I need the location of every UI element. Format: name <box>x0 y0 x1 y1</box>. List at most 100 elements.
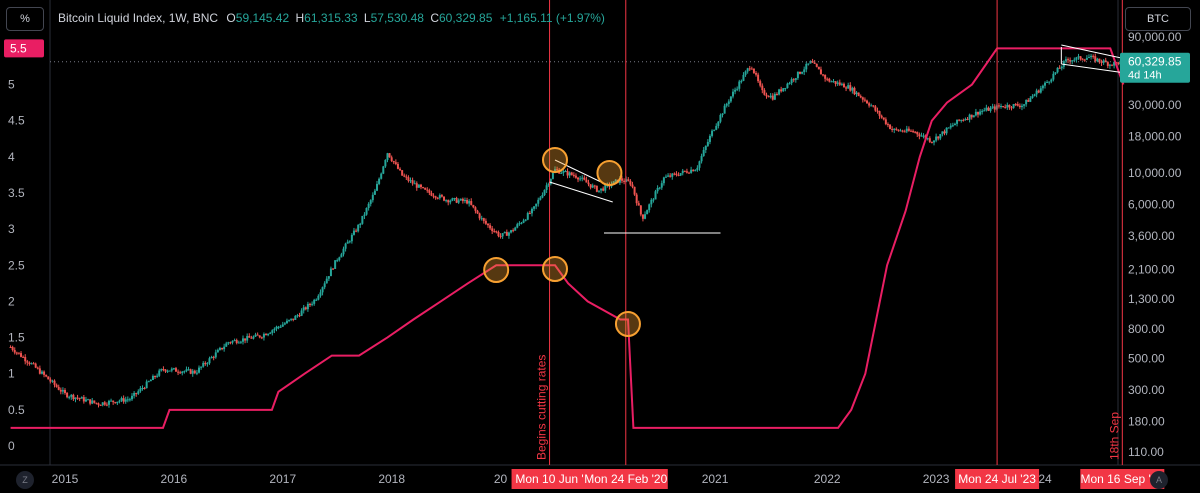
candle-body <box>174 368 177 372</box>
candle-body <box>503 231 506 234</box>
right-axis-symbol-button[interactable]: BTC <box>1125 7 1191 31</box>
candle-body <box>801 71 804 74</box>
auto-scale-corner-button[interactable]: A <box>1150 471 1168 489</box>
candle-body <box>612 181 615 185</box>
candle-body <box>775 93 778 95</box>
candle-body <box>591 185 594 188</box>
candle-body <box>1100 61 1103 63</box>
candle-body <box>499 236 502 238</box>
candle-body <box>1012 104 1015 108</box>
candle-body <box>34 363 37 368</box>
candle-body <box>248 336 251 338</box>
candle-body <box>327 276 330 279</box>
candle-body <box>652 199 655 201</box>
candle-body <box>72 394 75 400</box>
candle-body <box>302 307 305 311</box>
candle-body <box>221 347 224 350</box>
candle-body <box>621 178 624 181</box>
candle-body <box>641 214 644 219</box>
candle-body <box>589 184 592 188</box>
candle-body <box>443 196 446 201</box>
candle-body <box>1048 81 1051 83</box>
candle-body <box>614 179 617 182</box>
candle-body <box>1039 88 1042 93</box>
left-axis-unit-button[interactable]: % <box>6 7 44 31</box>
candle-body <box>329 268 332 277</box>
candle-body <box>836 82 839 84</box>
candle-body <box>300 310 303 316</box>
candle-body <box>271 330 274 333</box>
left-axis-tick-4: 2 <box>8 294 15 308</box>
candle-body <box>660 183 663 188</box>
candle-body <box>105 404 108 406</box>
candle-body <box>1085 57 1088 60</box>
candle-body <box>434 196 437 198</box>
candle-body <box>489 225 492 229</box>
candle-body <box>1075 57 1078 60</box>
candle-body <box>662 177 665 184</box>
candle-body <box>551 173 554 179</box>
candle-body <box>516 224 519 228</box>
candle-body <box>1041 85 1044 89</box>
candle-body <box>1037 90 1040 93</box>
candle-body <box>145 381 148 389</box>
x-axis-tick-0: 2015 <box>52 472 79 486</box>
candle-body <box>822 74 825 76</box>
candle-body <box>103 402 106 405</box>
candle-body <box>183 371 186 373</box>
event-date-label-text: Mon 24 Feb '20 <box>584 472 667 486</box>
event-date-label-bg <box>511 469 588 489</box>
candle-body <box>868 103 871 106</box>
candle-body <box>1117 62 1120 65</box>
candle-body <box>1031 96 1034 98</box>
candle-body <box>882 117 885 120</box>
right-axis-tick-7: 2,100.00 <box>1128 263 1175 277</box>
candle-body <box>778 89 781 95</box>
candle-body <box>396 163 399 169</box>
candle-body <box>156 375 159 377</box>
left-axis-tick-8: 4 <box>8 150 15 164</box>
candle-body <box>943 131 946 134</box>
candle-body <box>746 68 749 72</box>
candle-body <box>340 254 343 258</box>
candle-body <box>143 388 146 390</box>
candle-body <box>633 186 636 195</box>
candle-body <box>432 195 435 197</box>
candle-body <box>748 68 751 70</box>
candle-body <box>250 337 253 339</box>
candle-body <box>1029 97 1032 102</box>
candle-body <box>694 170 697 172</box>
left-axis-tick-3: 1.5 <box>8 331 25 345</box>
candle-body <box>325 278 328 284</box>
candle-body <box>679 173 682 176</box>
candle-body <box>61 390 64 392</box>
candle-body <box>480 218 483 220</box>
candle-body <box>757 74 760 82</box>
candle-body <box>951 125 954 127</box>
candle-body <box>759 81 762 86</box>
timezone-corner-button[interactable]: Z <box>16 471 34 489</box>
right-axis-tick-4: 10,000.00 <box>1128 166 1182 180</box>
candle-body <box>629 180 632 185</box>
candle-body <box>114 402 117 404</box>
candle-body <box>604 184 607 191</box>
candle-body <box>422 187 425 189</box>
candle-body <box>15 352 18 354</box>
candle-body <box>315 299 318 301</box>
candle-body <box>1052 73 1055 80</box>
candle-body <box>390 157 393 162</box>
candle-body <box>723 105 726 114</box>
candle-body <box>698 161 701 168</box>
x-axis-tick-7: 2023 <box>923 472 950 486</box>
candle-body <box>736 88 739 90</box>
candle-body <box>419 184 422 188</box>
candle-body <box>392 161 395 163</box>
candle-body <box>784 88 787 90</box>
candle-body <box>897 129 900 131</box>
candle-body <box>216 349 219 353</box>
candle-body <box>1014 104 1017 106</box>
candle-body <box>920 135 923 137</box>
candle-body <box>141 388 144 390</box>
candle-body <box>363 214 366 216</box>
